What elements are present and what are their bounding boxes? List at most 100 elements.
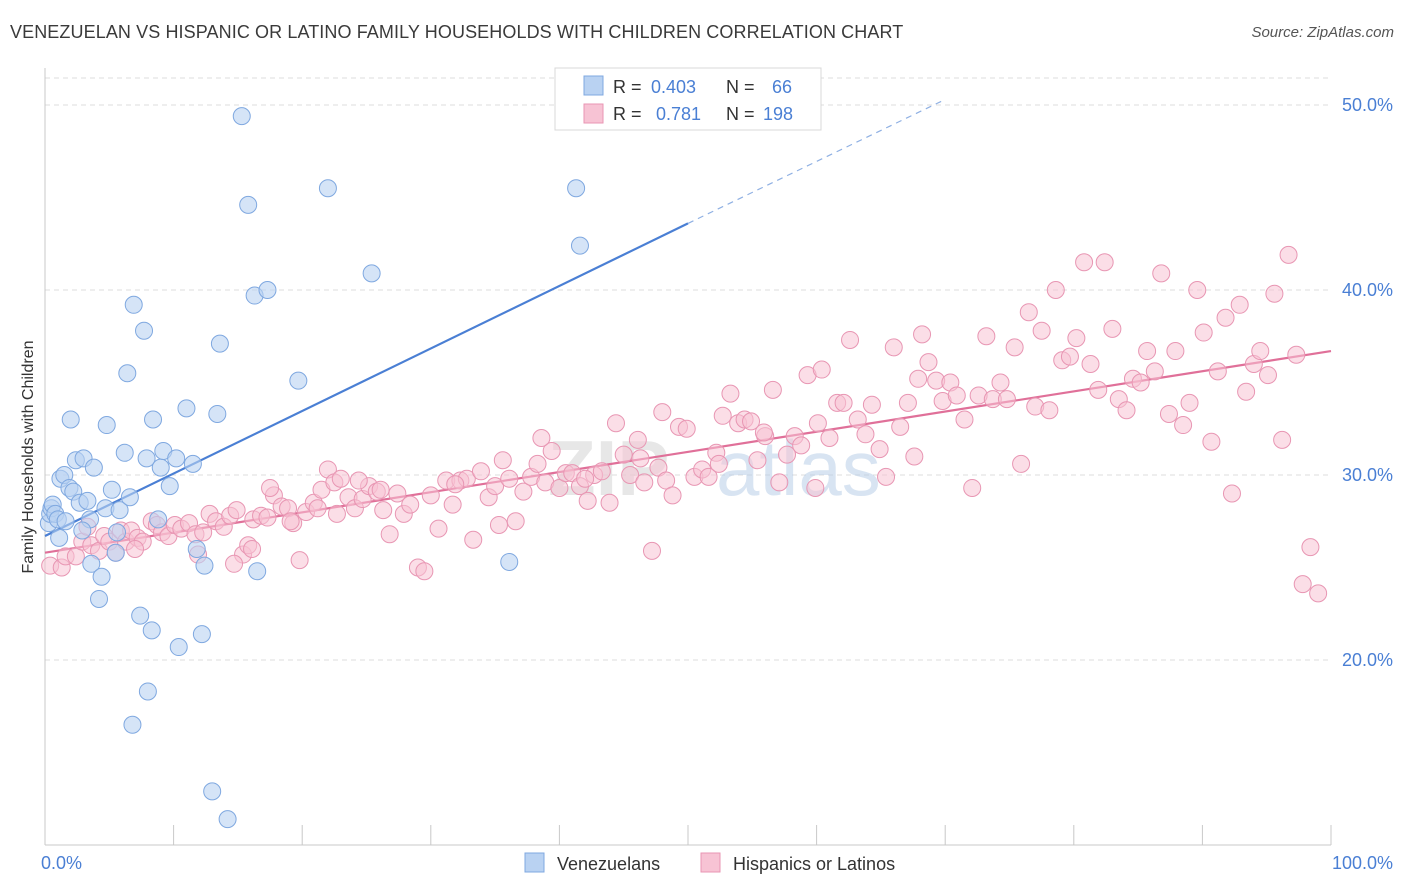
- point-hispanics-168: [1202, 432, 1221, 451]
- trendline-venezuelans-solid: [44, 222, 689, 538]
- point-hispanics-132: [947, 386, 966, 405]
- point-hispanics-136: [977, 327, 996, 346]
- point-hispanics-170: [1216, 308, 1235, 327]
- legend-r-label-0: R =: [613, 77, 642, 97]
- point-hispanics-104: [748, 451, 767, 470]
- point-hispanics-29: [227, 501, 246, 520]
- point-hispanics-154: [1103, 319, 1122, 338]
- legend-r-value-1: 0.781: [656, 104, 701, 124]
- point-hispanics-3: [66, 547, 85, 566]
- point-hispanics-164: [1174, 416, 1193, 435]
- point-venezuelans-38: [144, 410, 163, 429]
- point-venezuelans-50: [203, 782, 222, 801]
- point-hispanics-199: [653, 403, 672, 422]
- point-hispanics-160: [1145, 362, 1164, 381]
- point-hispanics-59: [429, 519, 448, 538]
- legend-stats-swatch-pink: [583, 103, 604, 124]
- point-hispanics-163: [1166, 342, 1185, 361]
- point-hispanics-83: [600, 493, 619, 512]
- point-hispanics-67: [486, 477, 505, 496]
- point-hispanics-178: [1273, 430, 1292, 449]
- point-venezuelans-51: [208, 404, 227, 423]
- point-hispanics-169: [1208, 362, 1227, 381]
- point-hispanics-91: [657, 471, 676, 490]
- point-hispanics-187: [243, 540, 262, 558]
- point-hispanics-92: [663, 486, 682, 505]
- point-hispanics-171: [1222, 484, 1241, 503]
- point-venezuelans-24: [102, 480, 121, 499]
- point-hispanics-191: [327, 504, 346, 523]
- point-hispanics-108: [778, 445, 797, 464]
- point-venezuelans-61: [362, 264, 381, 283]
- point-hispanics-138: [991, 373, 1010, 392]
- legend-swatch-hispanics: [700, 852, 721, 873]
- point-hispanics-190: [308, 499, 327, 518]
- point-hispanics-88: [635, 473, 654, 492]
- point-hispanics-55: [401, 495, 420, 514]
- point-hispanics-139: [997, 390, 1016, 409]
- point-hispanics-126: [905, 447, 924, 466]
- source-credit: Source: ZipAtlas.com: [1251, 24, 1394, 41]
- trendline-venezuelans-dashed: [687, 98, 946, 224]
- x-tick-label-0: 0.0%: [41, 853, 82, 873]
- point-venezuelans-27: [110, 501, 129, 520]
- point-venezuelans-23: [97, 416, 116, 435]
- point-hispanics-107: [770, 473, 789, 492]
- point-venezuelans-46: [183, 454, 202, 473]
- point-hispanics-176: [1258, 366, 1277, 385]
- point-venezuelans-18: [73, 521, 92, 540]
- point-venezuelans-39: [149, 510, 168, 529]
- point-venezuelans-37: [142, 621, 161, 640]
- point-venezuelans-48: [192, 625, 211, 644]
- point-hispanics-203: [909, 369, 928, 388]
- point-hispanics-179: [1279, 245, 1298, 264]
- point-hispanics-202: [808, 414, 827, 433]
- point-hispanics-69: [500, 469, 519, 488]
- point-hispanics-186: [225, 554, 244, 573]
- point-hispanics-146: [1046, 281, 1065, 299]
- point-hispanics-86: [621, 466, 640, 484]
- point-hispanics-112: [806, 478, 825, 497]
- point-hispanics-140: [1005, 338, 1024, 357]
- point-venezuelans-42: [160, 477, 179, 496]
- legend-r-label-1: R =: [613, 104, 642, 124]
- y-tick-label-1: 30.0%: [1342, 465, 1393, 485]
- legend-swatch-venezuelans: [524, 852, 545, 873]
- point-hispanics-193: [371, 480, 390, 499]
- point-hispanics-201: [754, 423, 773, 442]
- point-venezuelans-20: [90, 589, 109, 608]
- point-hispanics-65: [471, 462, 490, 481]
- point-hispanics-100: [721, 384, 740, 403]
- legend-r-value-0: 0.403: [651, 77, 696, 97]
- legend-stats-swatch-blue: [583, 75, 604, 96]
- point-venezuelans-49: [195, 556, 214, 575]
- point-hispanics-177: [1265, 284, 1284, 303]
- point-hispanics-194: [446, 475, 465, 494]
- point-venezuelans-60: [318, 179, 337, 198]
- point-venezuelans-30: [120, 488, 139, 507]
- point-venezuelans-10: [61, 410, 80, 429]
- axes: [44, 68, 1332, 846]
- point-venezuelans-25: [106, 543, 125, 562]
- point-hispanics-122: [877, 467, 896, 486]
- point-hispanics-64: [464, 530, 483, 549]
- point-hispanics-141: [1012, 454, 1031, 473]
- point-hispanics-198: [631, 449, 650, 468]
- point-hispanics-125: [898, 393, 917, 412]
- chart-title: VENEZUELAN VS HISPANIC OR LATINO FAMILY …: [10, 22, 904, 42]
- point-hispanics-99: [713, 406, 732, 425]
- point-hispanics-80: [578, 491, 597, 510]
- y-tick-label-0: 20.0%: [1342, 650, 1393, 670]
- point-venezuelans-47: [187, 540, 206, 558]
- point-hispanics-148: [1060, 347, 1079, 366]
- point-hispanics-142: [1019, 303, 1038, 322]
- point-hispanics-119: [856, 425, 875, 444]
- point-hispanics-189: [281, 512, 300, 531]
- point-hispanics-151: [1081, 355, 1100, 373]
- point-hispanics-128: [919, 353, 938, 372]
- point-hispanics-145: [1040, 401, 1059, 420]
- point-venezuelans-65: [50, 528, 69, 547]
- point-hispanics-53: [388, 484, 407, 503]
- point-venezuelans-36: [138, 682, 157, 701]
